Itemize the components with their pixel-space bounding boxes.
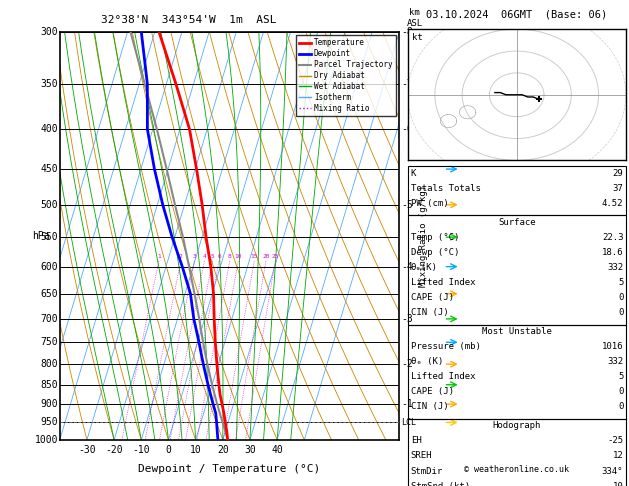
Text: 15: 15 <box>250 254 258 260</box>
Text: 10: 10 <box>235 254 242 260</box>
Text: K: K <box>411 169 416 178</box>
Text: Lifted Index: Lifted Index <box>411 278 476 287</box>
Text: Totals Totals: Totals Totals <box>411 184 481 193</box>
Text: 332: 332 <box>607 357 623 366</box>
Text: © weatheronline.co.uk: © weatheronline.co.uk <box>464 465 569 474</box>
Text: 2: 2 <box>179 254 182 260</box>
Text: Hodograph: Hodograph <box>493 421 541 431</box>
Text: 650: 650 <box>40 289 58 299</box>
Text: LCL: LCL <box>401 418 416 427</box>
Text: CIN (J): CIN (J) <box>411 308 448 317</box>
Text: Pressure (mb): Pressure (mb) <box>411 342 481 351</box>
Text: 10: 10 <box>190 445 201 455</box>
Text: -6: -6 <box>401 124 413 134</box>
Text: 1016: 1016 <box>602 342 623 351</box>
Text: km
ASL: km ASL <box>406 8 423 28</box>
Legend: Temperature, Dewpoint, Parcel Trajectory, Dry Adiabat, Wet Adiabat, Isotherm, Mi: Temperature, Dewpoint, Parcel Trajectory… <box>296 35 396 116</box>
Text: 12: 12 <box>613 451 623 461</box>
Text: 37: 37 <box>613 184 623 193</box>
Text: -3: -3 <box>401 314 413 324</box>
Text: 03.10.2024  06GMT  (Base: 06): 03.10.2024 06GMT (Base: 06) <box>426 10 608 20</box>
Text: Most Unstable: Most Unstable <box>482 327 552 336</box>
Text: 3: 3 <box>192 254 196 260</box>
Text: 550: 550 <box>40 232 58 242</box>
Text: -25: -25 <box>607 436 623 446</box>
Text: 600: 600 <box>40 261 58 272</box>
Text: 30: 30 <box>244 445 256 455</box>
Text: -20: -20 <box>105 445 123 455</box>
Text: -10: -10 <box>133 445 150 455</box>
Text: 400: 400 <box>40 124 58 134</box>
Text: Surface: Surface <box>498 218 535 227</box>
Text: 950: 950 <box>40 417 58 428</box>
Text: 332: 332 <box>607 263 623 272</box>
Text: 700: 700 <box>40 314 58 324</box>
Text: -4: -4 <box>401 261 413 272</box>
Text: -5: -5 <box>401 200 413 210</box>
Text: 450: 450 <box>40 164 58 174</box>
Text: Dewp (°C): Dewp (°C) <box>411 248 459 257</box>
Text: 750: 750 <box>40 337 58 347</box>
Text: -8: -8 <box>401 27 413 36</box>
Text: EH: EH <box>411 436 421 446</box>
Text: 1: 1 <box>157 254 161 260</box>
Text: -2: -2 <box>401 359 413 369</box>
Text: 20: 20 <box>262 254 270 260</box>
Text: 32°38'N  343°54'W  1m  ASL: 32°38'N 343°54'W 1m ASL <box>101 16 277 25</box>
Text: StmDir: StmDir <box>411 467 443 476</box>
Text: 6: 6 <box>217 254 221 260</box>
Text: θₑ(K): θₑ(K) <box>411 263 438 272</box>
Text: 4.52: 4.52 <box>602 199 623 208</box>
Text: 25: 25 <box>272 254 279 260</box>
Text: hPa: hPa <box>32 231 50 241</box>
Text: Dewpoint / Temperature (°C): Dewpoint / Temperature (°C) <box>138 464 321 474</box>
Text: SREH: SREH <box>411 451 432 461</box>
Text: kt: kt <box>412 33 423 42</box>
Text: 29: 29 <box>613 169 623 178</box>
Text: Lifted Index: Lifted Index <box>411 372 476 382</box>
Text: 18.6: 18.6 <box>602 248 623 257</box>
Text: 4: 4 <box>203 254 206 260</box>
Text: 334°: 334° <box>602 467 623 476</box>
Text: 500: 500 <box>40 200 58 210</box>
Text: 0: 0 <box>165 445 171 455</box>
Text: 1000: 1000 <box>35 435 58 445</box>
Text: Mixing Ratio (g/kg): Mixing Ratio (g/kg) <box>419 185 428 287</box>
Text: CAPE (J): CAPE (J) <box>411 293 454 302</box>
Text: 350: 350 <box>40 79 58 89</box>
Text: CIN (J): CIN (J) <box>411 402 448 412</box>
Text: StmSpd (kt): StmSpd (kt) <box>411 482 470 486</box>
Text: 0: 0 <box>618 308 623 317</box>
Text: 800: 800 <box>40 359 58 369</box>
Text: 5: 5 <box>618 372 623 382</box>
Text: Temp (°C): Temp (°C) <box>411 233 459 242</box>
Text: 300: 300 <box>40 27 58 36</box>
Text: 8: 8 <box>228 254 231 260</box>
Text: 900: 900 <box>40 399 58 409</box>
Text: PW (cm): PW (cm) <box>411 199 448 208</box>
Text: CAPE (J): CAPE (J) <box>411 387 454 397</box>
Text: -7: -7 <box>401 79 413 89</box>
Text: 40: 40 <box>271 445 283 455</box>
Text: 850: 850 <box>40 380 58 390</box>
Text: 0: 0 <box>618 293 623 302</box>
Text: 0: 0 <box>618 402 623 412</box>
Text: -30: -30 <box>78 445 96 455</box>
Text: 20: 20 <box>217 445 229 455</box>
Text: θₑ (K): θₑ (K) <box>411 357 443 366</box>
Text: -1: -1 <box>401 399 413 409</box>
Text: 5: 5 <box>618 278 623 287</box>
Text: 10: 10 <box>613 482 623 486</box>
Text: 0: 0 <box>618 387 623 397</box>
Text: 22.3: 22.3 <box>602 233 623 242</box>
Text: 5: 5 <box>211 254 214 260</box>
